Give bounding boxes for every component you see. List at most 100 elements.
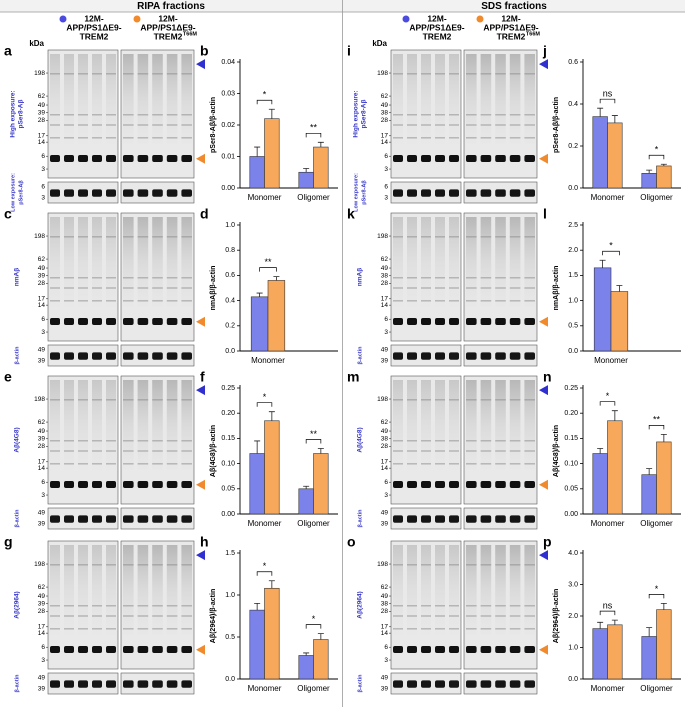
faint-band <box>166 277 178 279</box>
error-bar <box>256 292 263 297</box>
faint-band <box>123 124 134 126</box>
faint-band <box>166 236 178 238</box>
faint-band <box>78 114 88 116</box>
strip-band <box>181 515 192 523</box>
bar <box>607 122 623 189</box>
faint-band <box>435 236 445 238</box>
monomer-band <box>92 154 102 162</box>
kda-marker: 14 <box>381 465 389 472</box>
faint-band <box>495 615 506 617</box>
lane-smear <box>152 545 163 635</box>
faint-band <box>466 236 477 238</box>
faint-band <box>393 124 403 126</box>
y-tick-label: 0.5 <box>568 323 578 330</box>
faint-band <box>92 73 102 75</box>
strip-marker: 49 <box>38 675 46 682</box>
strip-band <box>495 680 506 688</box>
x-tick-label: Oligomer <box>640 684 673 693</box>
faint-band <box>495 114 506 116</box>
legend-text: APP/PS1ΔE9- <box>66 22 121 32</box>
error-bar <box>646 169 653 174</box>
faint-band <box>181 628 192 630</box>
strip-band <box>181 352 192 360</box>
band-arrow <box>196 385 205 396</box>
monomer-band <box>480 154 492 162</box>
legend-text: 12M- <box>158 13 178 23</box>
faint-band <box>495 73 506 75</box>
kda-marker: 198 <box>34 396 45 403</box>
faint-band <box>524 615 535 617</box>
strip-label: β-actin <box>357 674 363 693</box>
lane-smear <box>78 217 88 307</box>
kda-marker: 6 <box>384 479 388 486</box>
x-tick-label: Monomer <box>251 356 285 365</box>
legend-dot <box>476 15 484 23</box>
strip-band <box>421 515 431 523</box>
faint-band <box>166 463 178 465</box>
significance-bracket <box>648 425 665 430</box>
faint-band <box>181 615 192 617</box>
y-tick-label: 2.0 <box>568 613 578 620</box>
kda-marker: 198 <box>377 396 388 403</box>
faint-band <box>524 124 535 126</box>
x-tick-label: Oligomer <box>640 193 673 202</box>
strip-band <box>152 680 163 688</box>
faint-band <box>509 399 521 401</box>
lane-smear <box>509 54 521 144</box>
lane-smear <box>50 380 60 470</box>
blot-label: Aβ(2964) <box>14 591 21 618</box>
faint-band <box>449 287 459 289</box>
faint-band <box>407 114 417 116</box>
monomer-band <box>480 645 492 653</box>
faint-band <box>181 450 192 452</box>
kda-marker: 6 <box>384 153 388 160</box>
error-bar <box>268 580 275 589</box>
blot-label: pSer8-Aβ <box>361 100 368 129</box>
blot-label: pSer8-Aβ <box>18 100 25 129</box>
monomer-band <box>393 645 403 653</box>
monomer-band <box>466 154 477 162</box>
bar <box>313 146 329 189</box>
lane-smear <box>421 380 431 470</box>
faint-band <box>106 605 116 607</box>
kda-marker: 3 <box>41 657 45 664</box>
lane-smear <box>106 54 116 144</box>
faint-band <box>393 277 403 279</box>
faint-band <box>495 463 506 465</box>
strip-band <box>449 352 459 360</box>
faint-band <box>123 236 134 238</box>
faint-band <box>495 605 506 607</box>
faint-band <box>480 450 492 452</box>
strip-band <box>152 515 163 523</box>
strip-band <box>407 515 417 523</box>
faint-band <box>137 137 149 139</box>
faint-band <box>495 440 506 442</box>
legend-text: TREM2 <box>497 31 526 41</box>
faint-band <box>435 114 445 116</box>
lane-smear <box>78 380 88 470</box>
lane-smear <box>466 217 477 307</box>
bar <box>298 488 314 515</box>
significance-label: * <box>655 584 659 594</box>
lane-smear <box>78 545 88 635</box>
blot-label: Aβ(2964) <box>357 591 364 618</box>
monomer-band <box>421 154 431 162</box>
faint-band <box>509 137 521 139</box>
faint-band <box>421 124 431 126</box>
faint-band <box>407 564 417 566</box>
strip-band <box>64 189 74 197</box>
strip-band <box>509 680 521 688</box>
lane-smear <box>64 380 74 470</box>
strip-band <box>137 515 149 523</box>
faint-band <box>166 300 178 302</box>
kda-marker: 39 <box>38 272 46 279</box>
strip-band <box>64 515 74 523</box>
strip-marker: 39 <box>38 358 46 365</box>
monomer-band <box>123 645 134 653</box>
faint-band <box>106 450 116 452</box>
faint-band <box>449 440 459 442</box>
kda-marker: 14 <box>38 302 46 309</box>
significance-bracket <box>256 571 273 576</box>
faint-band <box>78 463 88 465</box>
error-bar <box>646 468 653 475</box>
